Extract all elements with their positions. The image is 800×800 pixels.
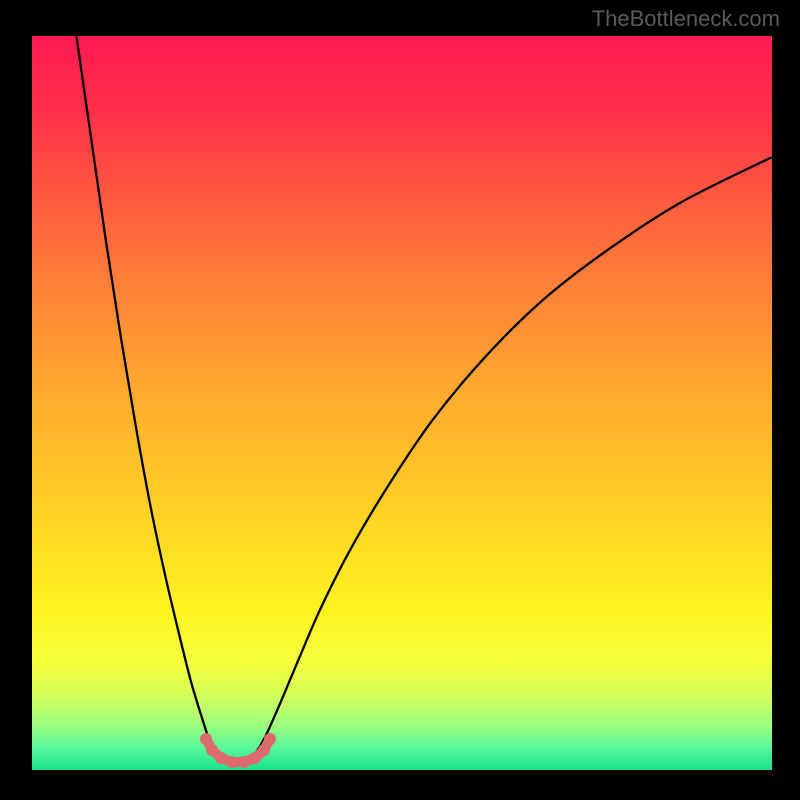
plot-area [32, 36, 772, 770]
valley-marker-dot [215, 752, 227, 764]
watermark-text: TheBottleneck.com [592, 6, 780, 32]
valley-marker-dot [238, 756, 250, 768]
valley-marker-dot [249, 752, 261, 764]
valley-marker-dot [258, 744, 270, 756]
valley-marker-dot [226, 756, 238, 768]
gradient-background [32, 36, 772, 770]
valley-marker-dot [200, 733, 212, 745]
plot-svg [32, 36, 772, 770]
valley-marker-dot [206, 744, 218, 756]
valley-marker-dot [264, 733, 276, 745]
